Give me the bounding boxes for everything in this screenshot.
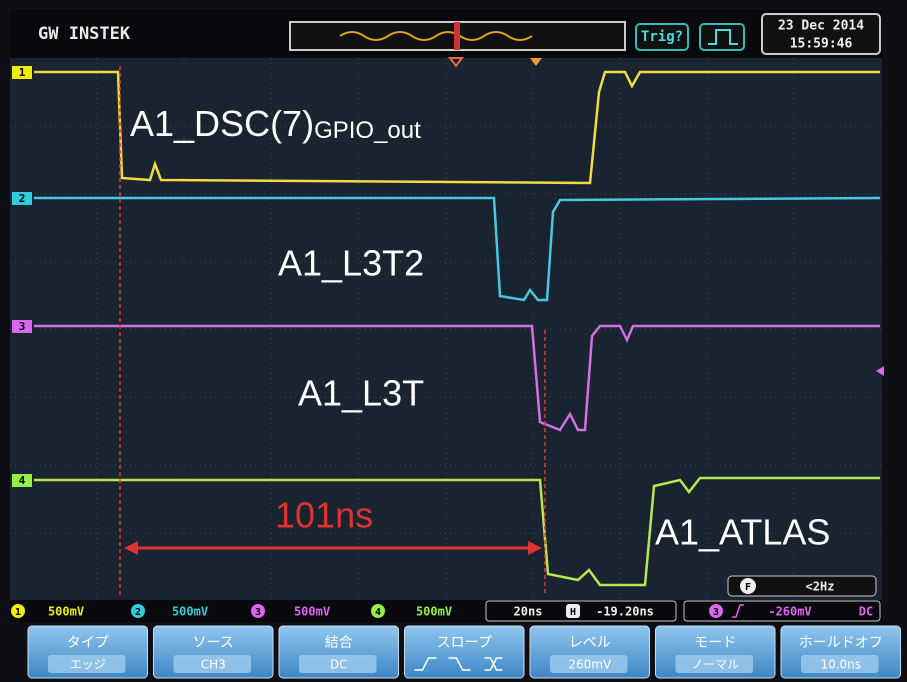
trigger-mode-box (699, 23, 745, 51)
ch-scale: 500mV (416, 605, 452, 619)
softkey-value-box[interactable] (173, 655, 252, 673)
softkey-value[interactable]: エッジ (70, 658, 106, 672)
waveform-ch1 (34, 70, 880, 185)
softkey[interactable]: レベル 260mV (529, 625, 650, 679)
softkey-value[interactable]: CH3 (201, 658, 226, 672)
waveform-ch4 (34, 476, 880, 587)
position: -19.20ns (596, 605, 654, 619)
memory-window (454, 22, 460, 50)
softkey-label[interactable]: スロープ (437, 635, 492, 651)
frequency-box (727, 575, 877, 597)
status-bar (10, 600, 882, 622)
ch-badge (131, 604, 145, 618)
softkey-value[interactable]: DC (330, 658, 348, 672)
ch-scale: 500mV (172, 605, 208, 619)
softkey-label[interactable]: レベル (569, 635, 611, 651)
trace-label-main: A1_DSC(7) (130, 103, 314, 144)
channel-marker (12, 192, 32, 205)
softkey-label[interactable]: タイプ (67, 635, 109, 651)
softkey-value-box[interactable] (299, 655, 377, 673)
channel-marker (12, 320, 32, 333)
softkey-value-box[interactable] (675, 655, 754, 673)
memory-preview (339, 31, 533, 41)
channel-marker (12, 66, 32, 79)
waveform-ch2 (34, 196, 881, 302)
trace-label: A1_L3T2 (278, 243, 424, 284)
time: 15:59:46 (790, 37, 853, 52)
frequency-icon (740, 578, 756, 594)
trigger-position-marker (448, 57, 464, 68)
softkey-label[interactable]: ソース (193, 635, 234, 651)
softkey-label[interactable]: 結合 (325, 635, 353, 651)
frequency: <2Hz (806, 580, 835, 594)
slope-icon (732, 604, 744, 618)
position-marker: H (570, 607, 576, 618)
brand: GW INSTEK (38, 24, 131, 44)
ch-scale: 500mV (48, 605, 84, 619)
channel-marker-label: 2 (19, 192, 26, 205)
trigger-marker (530, 58, 542, 66)
pulse-icon (708, 29, 738, 45)
softkey[interactable]: ホールドオフ 10.0ns (780, 625, 901, 679)
softkey-label[interactable]: モード (694, 635, 736, 651)
softkey-value[interactable]: 260mV (568, 658, 612, 672)
interval-label: 101ns (275, 495, 373, 536)
frequency-marker: F (745, 582, 751, 593)
coupling: DC (859, 605, 873, 619)
softkey-value-box[interactable] (801, 655, 879, 673)
trace-label: A1_DSC(7)GPIO_out (130, 103, 421, 145)
trigger-level-marker (876, 366, 884, 376)
slope-options[interactable] (414, 657, 503, 671)
channel-marker-label: 3 (19, 320, 26, 333)
waveform-ch3 (34, 324, 880, 432)
trigger-status-box (635, 23, 689, 51)
ch-number: 3 (255, 607, 261, 618)
softkey-label[interactable]: ホールドオフ (799, 635, 883, 651)
ch-scale: 500mV (294, 605, 330, 619)
softkey-value-box[interactable] (550, 655, 628, 673)
softkey[interactable]: スロープ (404, 625, 525, 679)
ch-badge (251, 604, 265, 618)
ch-badge (709, 604, 723, 618)
position-icon (566, 604, 580, 618)
timebase: 20ns (514, 605, 543, 619)
channel-marker-label: 4 (19, 474, 26, 487)
softkey[interactable]: ソース CH3 (153, 625, 274, 679)
trigger-status: Trig? (641, 29, 683, 45)
date: 23 Dec 2014 (778, 19, 864, 34)
ch-number: 1 (15, 607, 21, 618)
clock-box (761, 13, 881, 55)
channel-marker-label: 1 (19, 66, 26, 79)
ch-number: 2 (135, 607, 141, 618)
trace-label: A1_L3T (298, 373, 424, 414)
channel-marker (12, 474, 32, 487)
trace-label-sub: GPIO_out (314, 117, 421, 144)
softkey-value-box[interactable] (48, 655, 126, 673)
softkey[interactable]: 結合 DC (278, 625, 399, 679)
trigger-level: -260mV (768, 605, 811, 619)
softkey-value[interactable]: ノーマル (691, 658, 739, 672)
ch-number: 4 (375, 607, 381, 618)
softkey-value[interactable]: 10.0ns (820, 658, 861, 672)
trigger-box (683, 600, 881, 622)
ch-badge (371, 604, 385, 618)
trace-label: A1_ATLAS (655, 512, 830, 553)
timebase-box (485, 600, 677, 622)
ch-badge (11, 604, 25, 618)
trigger-channel: 3 (713, 607, 719, 618)
